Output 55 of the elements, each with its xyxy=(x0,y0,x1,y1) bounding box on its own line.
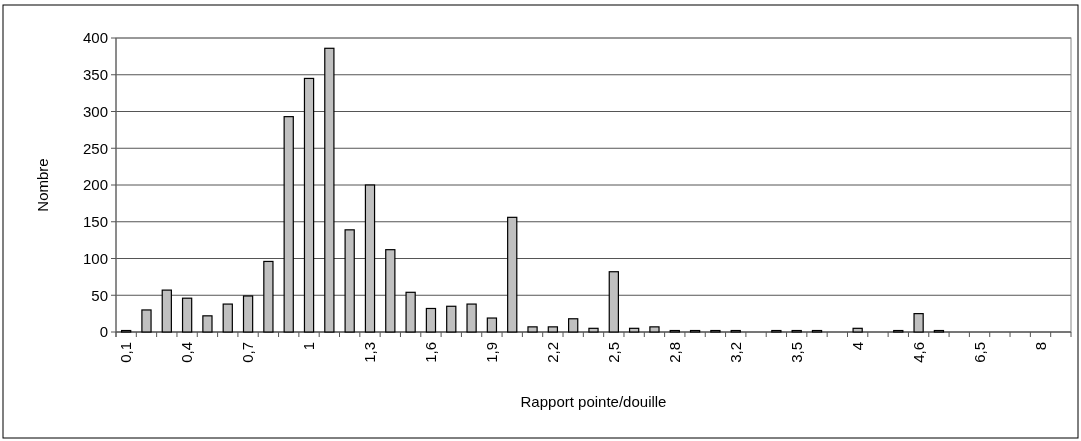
y-tick-label: 300 xyxy=(82,102,108,120)
x-tick-label: 2,8 xyxy=(666,342,684,363)
bar xyxy=(446,305,457,333)
x-tick-label: 3,5 xyxy=(787,342,805,363)
x-tick-label: 1,6 xyxy=(422,342,440,363)
x-tick-label: 0,4 xyxy=(178,342,196,363)
bar xyxy=(507,216,518,333)
bar xyxy=(405,291,416,333)
bar xyxy=(527,326,538,333)
bar xyxy=(466,303,477,333)
y-tick-label: 150 xyxy=(82,213,108,230)
x-tick-label: 6,5 xyxy=(970,342,988,363)
x-tick-label: 4 xyxy=(848,342,866,351)
bar xyxy=(141,309,152,333)
bar xyxy=(649,326,660,333)
y-tick-label: 250 xyxy=(82,139,108,157)
bar xyxy=(608,271,619,333)
bar xyxy=(852,327,863,333)
x-tick-label: 2,2 xyxy=(544,342,562,363)
x-tick-label: 4,6 xyxy=(909,342,927,363)
bar xyxy=(628,327,640,333)
bar xyxy=(263,260,274,333)
x-axis-title: Rapport pointe/douille xyxy=(520,393,667,410)
x-tick-label: 0,7 xyxy=(239,342,257,363)
bar xyxy=(303,77,315,333)
y-tick-label: 0 xyxy=(99,323,108,341)
x-tick-label: 1,9 xyxy=(483,342,501,363)
bar xyxy=(283,116,294,333)
bar xyxy=(344,229,355,333)
y-tick-label: 200 xyxy=(82,176,108,194)
bar xyxy=(161,289,172,333)
bar xyxy=(588,327,599,333)
bar xyxy=(425,307,437,333)
x-tick-label: 0,1 xyxy=(117,342,135,363)
bar xyxy=(568,318,579,333)
bar xyxy=(364,184,376,333)
bar xyxy=(547,326,559,333)
y-tick-label: 400 xyxy=(82,29,108,47)
x-tick-label: 1,3 xyxy=(361,342,379,363)
x-tick-label: 8 xyxy=(1031,342,1049,351)
bar xyxy=(913,313,924,333)
y-tick-label: 50 xyxy=(91,286,108,304)
bar xyxy=(202,315,213,333)
bar xyxy=(385,249,396,333)
bar xyxy=(242,295,254,333)
y-axis-title: Nombre xyxy=(34,158,51,212)
x-tick-label: 3,2 xyxy=(726,342,744,363)
y-tick-label: 100 xyxy=(82,249,108,267)
bar xyxy=(222,303,233,333)
bar xyxy=(324,47,335,333)
bar xyxy=(486,317,498,333)
x-tick-label: 2,5 xyxy=(605,342,623,363)
y-tick-label: 350 xyxy=(82,66,108,83)
bar xyxy=(181,297,193,333)
x-tick-label: 1 xyxy=(300,342,318,351)
